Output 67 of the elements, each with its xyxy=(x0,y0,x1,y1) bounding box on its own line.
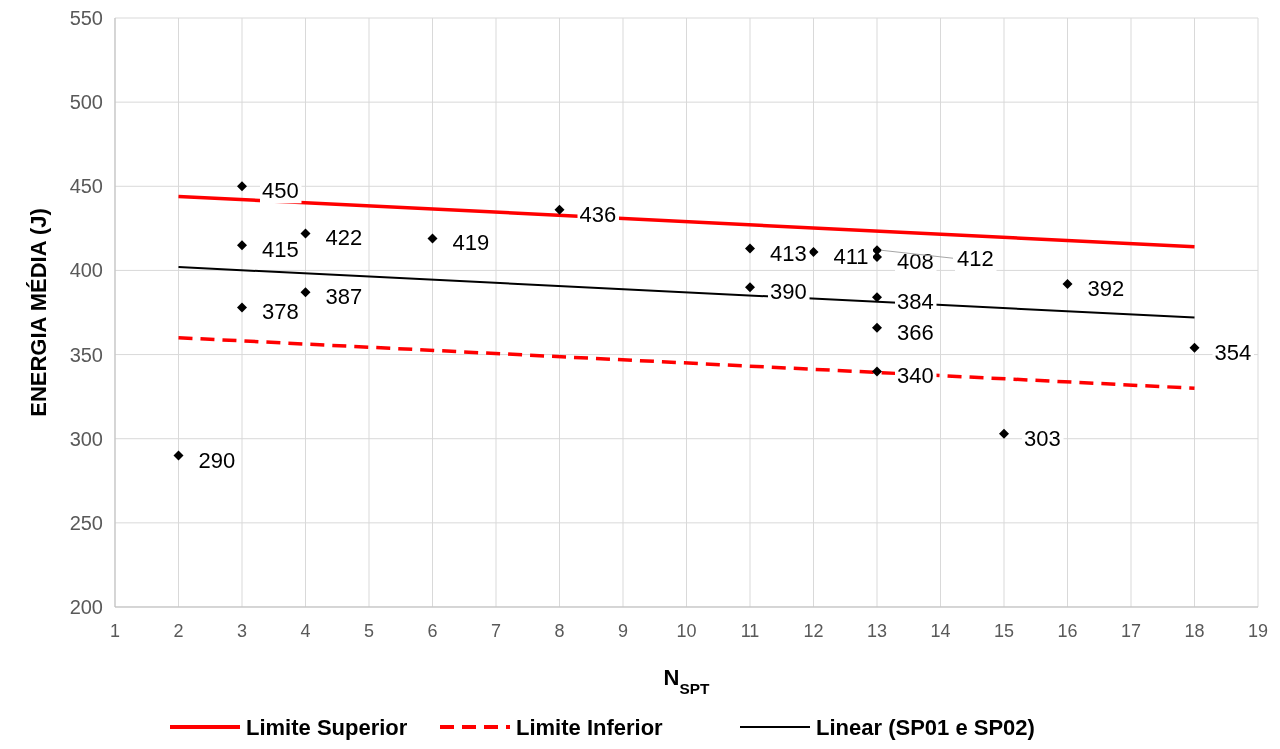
y-tick-label: 350 xyxy=(69,343,103,366)
legend-label: Limite Inferior xyxy=(516,715,664,740)
point xyxy=(427,233,438,244)
x-tick-label: 1 xyxy=(109,621,121,641)
data-label: 411 xyxy=(833,243,869,269)
y-tick-label: 200 xyxy=(69,596,103,618)
legend-label: Limite Superior xyxy=(246,715,408,740)
x-tick-label: 16 xyxy=(1057,621,1078,641)
y-tick-label: 450 xyxy=(69,175,103,198)
data-label: 384 xyxy=(897,289,934,315)
x-tick-label: 3 xyxy=(236,621,248,641)
y-tick-label: 500 xyxy=(69,91,103,114)
x-tick-label: 4 xyxy=(300,621,311,641)
x-tick-label: 10 xyxy=(676,621,697,641)
y-axis-title: ENERGIA MÉDIA (J) xyxy=(26,208,51,417)
point xyxy=(745,282,755,293)
x-tick-label: 8 xyxy=(554,621,565,641)
data-label: 392 xyxy=(1087,275,1125,301)
x-tick-label: 9 xyxy=(617,621,629,641)
x-tick-label: 14 xyxy=(930,621,951,641)
data-label: 390 xyxy=(770,279,807,305)
data-label: 290 xyxy=(198,447,236,473)
x-tick-label: 5 xyxy=(363,621,375,641)
legend-label: Linear (SP01 e SP02) xyxy=(816,715,1035,740)
point xyxy=(999,428,1009,439)
point xyxy=(300,228,311,239)
point xyxy=(237,240,247,251)
data-label: 412 xyxy=(957,246,994,272)
data-label: 340 xyxy=(897,363,934,389)
x-tick-label: 7 xyxy=(490,621,502,641)
x-tick-label: 6 xyxy=(427,621,438,641)
point xyxy=(872,366,882,377)
x-tick-label: 13 xyxy=(866,621,888,641)
data-label: 408 xyxy=(897,248,934,274)
data-label: 413 xyxy=(770,240,807,266)
point xyxy=(872,322,882,333)
point xyxy=(237,181,247,192)
point xyxy=(237,302,247,313)
x-axis-title: N$_{SPT}$ xyxy=(663,665,711,697)
point xyxy=(300,287,311,298)
point xyxy=(808,246,819,257)
data-label: 419 xyxy=(452,230,490,256)
x-tick-label: 12 xyxy=(803,621,824,641)
point xyxy=(554,204,565,215)
data-label: 387 xyxy=(325,284,363,310)
data-label: 366 xyxy=(897,319,934,345)
x-tick-label: 18 xyxy=(1184,621,1205,641)
y-tick-label: 550 xyxy=(69,7,103,29)
data-label: 303 xyxy=(1024,425,1061,451)
x-tick-label: 2 xyxy=(173,621,184,641)
x-tick-label: 17 xyxy=(1120,621,1142,641)
point xyxy=(1062,278,1073,289)
data-label: 422 xyxy=(325,225,363,251)
y-tick-label: 250 xyxy=(69,511,103,534)
y-tick-label: 400 xyxy=(69,259,103,282)
y-tick-label: 300 xyxy=(69,427,103,450)
point xyxy=(1189,342,1200,353)
data-label: 436 xyxy=(579,201,617,227)
point xyxy=(173,450,184,461)
data-label: 354 xyxy=(1214,339,1252,365)
x-tick-label: 19 xyxy=(1247,621,1269,641)
data-label: 415 xyxy=(262,237,299,263)
x-tick-label: 11 xyxy=(740,621,760,641)
data-label: 378 xyxy=(262,299,299,325)
point xyxy=(745,243,755,254)
x-tick-label: 15 xyxy=(993,621,1015,641)
data-label: 450 xyxy=(262,178,299,204)
